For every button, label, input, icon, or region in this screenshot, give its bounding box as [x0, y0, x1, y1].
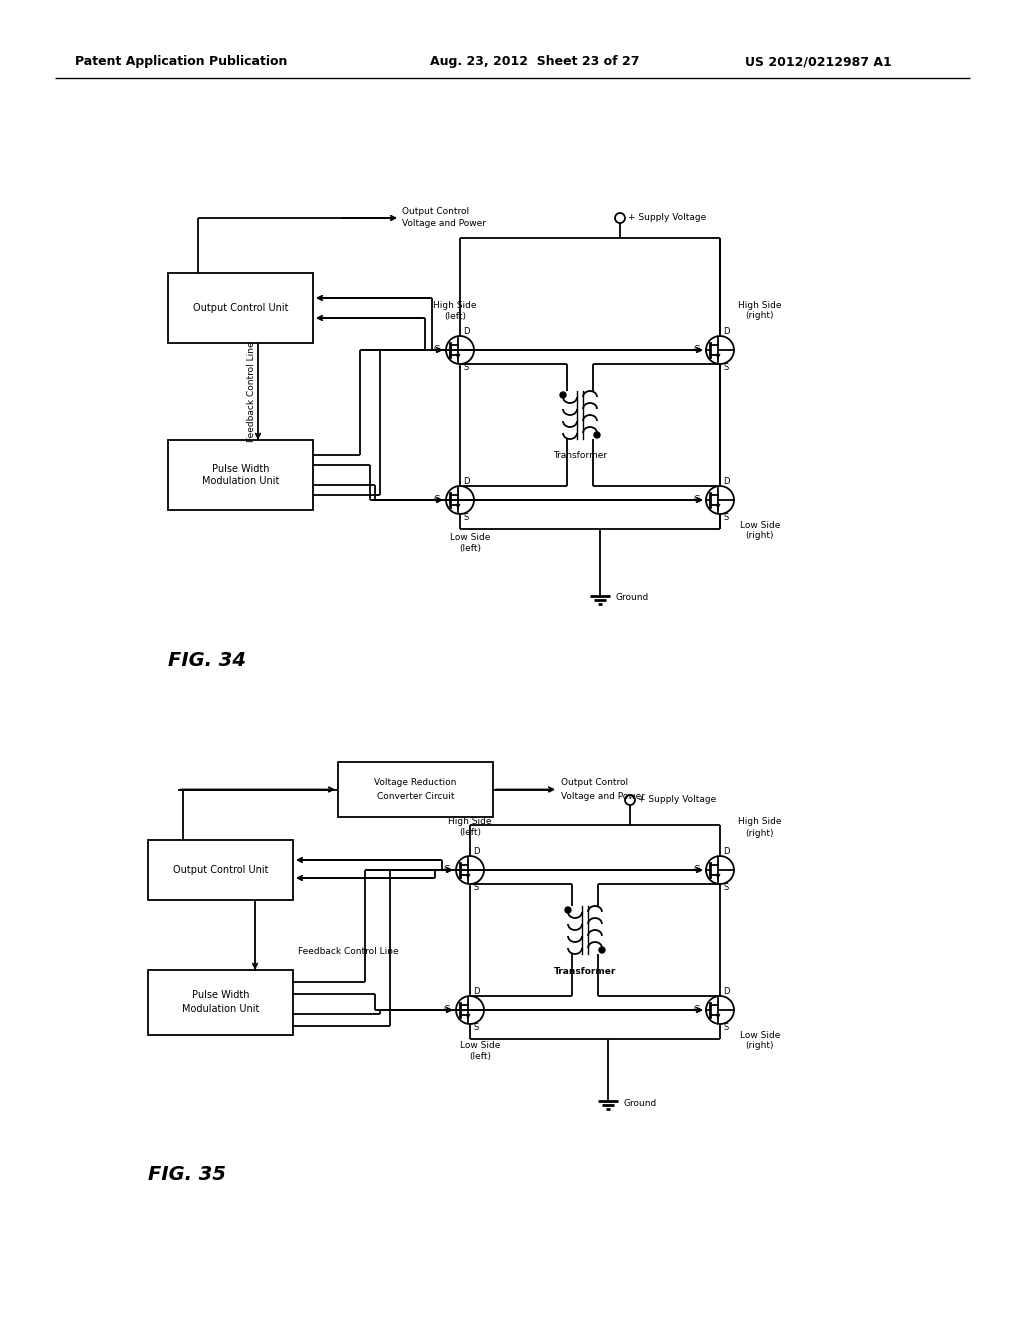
Text: Output Control Unit: Output Control Unit — [193, 304, 288, 313]
Circle shape — [560, 392, 566, 399]
Text: D: D — [723, 987, 729, 997]
Text: Output Control: Output Control — [402, 206, 469, 215]
Text: S: S — [463, 363, 468, 372]
Text: Ground: Ground — [615, 594, 648, 602]
Text: + Supply Voltage: + Supply Voltage — [638, 796, 716, 804]
Text: Voltage and Power: Voltage and Power — [402, 219, 486, 227]
Text: Low Side: Low Side — [450, 533, 490, 543]
Text: G: G — [443, 1006, 450, 1015]
Text: G: G — [693, 495, 700, 504]
Text: D: D — [723, 327, 729, 337]
Text: Feedback Control Line: Feedback Control Line — [298, 948, 398, 957]
Text: + Supply Voltage: + Supply Voltage — [628, 214, 707, 223]
Bar — [338, 762, 493, 817]
Text: Ground: Ground — [623, 1098, 656, 1107]
Text: High Side: High Side — [449, 817, 492, 826]
Bar — [148, 970, 293, 1035]
Text: FIG. 35: FIG. 35 — [148, 1166, 226, 1184]
Text: Pulse Width: Pulse Width — [191, 990, 249, 1001]
Text: Modulation Unit: Modulation Unit — [202, 477, 280, 486]
Text: S: S — [723, 513, 728, 523]
Text: Voltage Reduction: Voltage Reduction — [375, 777, 457, 787]
Text: Pulse Width: Pulse Width — [212, 465, 269, 474]
Circle shape — [599, 946, 605, 953]
Text: D: D — [463, 327, 469, 337]
Text: Output Control: Output Control — [561, 777, 628, 787]
Text: S: S — [723, 363, 728, 372]
Text: Low Side: Low Side — [739, 520, 780, 529]
Text: S: S — [723, 883, 728, 892]
Text: S: S — [473, 1023, 478, 1032]
Text: D: D — [723, 847, 729, 857]
Text: D: D — [473, 847, 479, 857]
Text: Converter Circuit: Converter Circuit — [377, 792, 455, 801]
Text: US 2012/0212987 A1: US 2012/0212987 A1 — [745, 55, 892, 69]
Text: Feedback Control Line: Feedback Control Line — [248, 341, 256, 442]
Text: S: S — [723, 1023, 728, 1032]
Text: Low Side: Low Side — [739, 1031, 780, 1040]
Bar — [168, 440, 313, 510]
Text: (left): (left) — [444, 312, 466, 321]
Circle shape — [565, 907, 571, 913]
Text: Modulation Unit: Modulation Unit — [182, 1005, 259, 1015]
Text: Transformer: Transformer — [554, 968, 616, 977]
Text: D: D — [723, 478, 729, 487]
Text: FIG. 34: FIG. 34 — [168, 651, 246, 669]
Text: S: S — [473, 883, 478, 892]
Text: High Side: High Side — [738, 301, 781, 309]
Text: G: G — [433, 346, 440, 355]
Text: Aug. 23, 2012  Sheet 23 of 27: Aug. 23, 2012 Sheet 23 of 27 — [430, 55, 640, 69]
Text: (right): (right) — [745, 312, 774, 321]
Text: G: G — [693, 346, 700, 355]
Text: High Side: High Side — [433, 301, 477, 309]
Text: Patent Application Publication: Patent Application Publication — [75, 55, 288, 69]
Text: Low Side: Low Side — [460, 1041, 500, 1051]
Text: S: S — [463, 513, 468, 523]
Text: D: D — [473, 987, 479, 997]
Text: D: D — [463, 478, 469, 487]
Text: (left): (left) — [469, 1052, 490, 1061]
Circle shape — [594, 432, 600, 438]
Text: G: G — [693, 1006, 700, 1015]
Text: Voltage and Power: Voltage and Power — [561, 792, 645, 801]
Text: Output Control Unit: Output Control Unit — [173, 865, 268, 875]
Text: (right): (right) — [745, 1041, 774, 1051]
Text: (right): (right) — [745, 532, 774, 540]
Text: G: G — [443, 866, 450, 874]
Bar — [168, 273, 313, 343]
Text: Transformer: Transformer — [553, 450, 607, 459]
Text: (right): (right) — [745, 829, 774, 837]
Text: High Side: High Side — [738, 817, 781, 826]
Text: G: G — [693, 866, 700, 874]
Text: (left): (left) — [459, 544, 481, 553]
Bar — [148, 840, 293, 900]
Text: (left): (left) — [459, 829, 481, 837]
Text: G: G — [433, 495, 440, 504]
